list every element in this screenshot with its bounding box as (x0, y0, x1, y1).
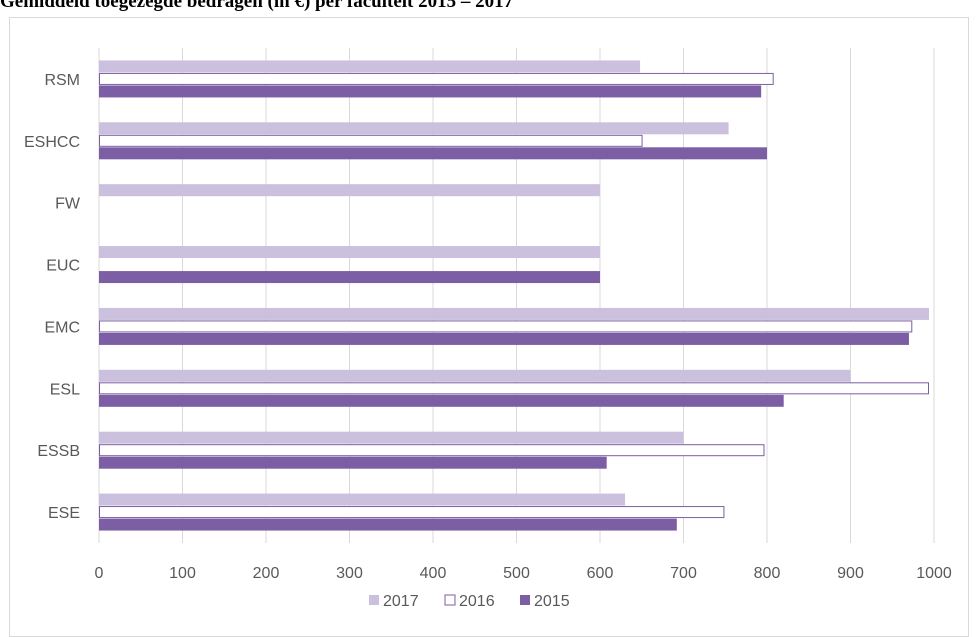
bar-fw-2017 (99, 184, 600, 197)
bar-euc-2015 (99, 271, 600, 284)
bar-euc-2017 (99, 246, 600, 259)
legend-swatch-2016 (444, 594, 456, 606)
x-tick-label-800: 800 (754, 565, 781, 582)
bar-ese-2015 (99, 518, 677, 531)
bar-essb-2015 (99, 456, 607, 469)
category-label-euc: EUC (46, 258, 80, 275)
x-tick-label-200: 200 (253, 565, 280, 582)
category-label-eshcc: ESHCC (24, 134, 80, 151)
bar-rsm-2017 (99, 60, 641, 73)
legend: 2017 2016 2015 (369, 593, 570, 610)
x-tick-label-0: 0 (95, 565, 104, 582)
category-label-essb: ESSB (37, 443, 80, 460)
legend-swatch-2015 (520, 595, 530, 605)
legend-label-2015: 2015 (534, 593, 570, 610)
bar-eshcc-2016 (99, 134, 643, 147)
x-tick-label-100: 100 (169, 565, 196, 582)
category-label-emc: EMC (44, 319, 80, 336)
bar-essb-2016 (99, 444, 765, 457)
x-tick-label-600: 600 (587, 565, 614, 582)
x-tick-label-400: 400 (420, 565, 447, 582)
category-label-ese: ESE (48, 505, 80, 522)
category-label-rsm: RSM (44, 72, 80, 89)
bar-rsm-2015 (99, 85, 762, 98)
bar-emc-2017 (99, 307, 929, 320)
x-tick-label-500: 500 (503, 565, 530, 582)
bar-emc-2015 (99, 332, 909, 345)
bar-ese-2017 (99, 493, 626, 506)
bar-esl-2017 (99, 369, 851, 382)
bar-esl-2015 (99, 394, 784, 407)
x-tick-labels: 0 100 200 300 400 500 600 700 800 900 1000 (95, 565, 952, 582)
bar-esl-2016 (99, 382, 929, 395)
gridlines (98, 48, 935, 543)
x-tick-label-1000: 1000 (916, 565, 952, 582)
bar-rsm-2016 (99, 72, 774, 85)
x-tick-label-900: 900 (837, 565, 864, 582)
category-labels: RSM ESHCC FW EUC EMC ESL ESSB ESE (24, 72, 81, 522)
bar-essb-2017 (99, 431, 684, 444)
x-tick-label-700: 700 (670, 565, 697, 582)
bar-emc-2016 (99, 320, 913, 333)
bar-eshcc-2017 (99, 122, 729, 135)
chart-title: Gemiddeld toegezegde bedragen (in €) per… (0, 0, 514, 12)
legend-label-2017: 2017 (383, 593, 419, 610)
bars (99, 60, 929, 531)
category-label-fw: FW (55, 196, 81, 213)
legend-swatch-2017 (369, 595, 379, 605)
bar-eshcc-2015 (99, 147, 767, 160)
x-tick-label-300: 300 (336, 565, 363, 582)
bar-ese-2016 (99, 506, 725, 519)
category-label-esl: ESL (50, 381, 80, 398)
legend-label-2016: 2016 (459, 593, 495, 610)
